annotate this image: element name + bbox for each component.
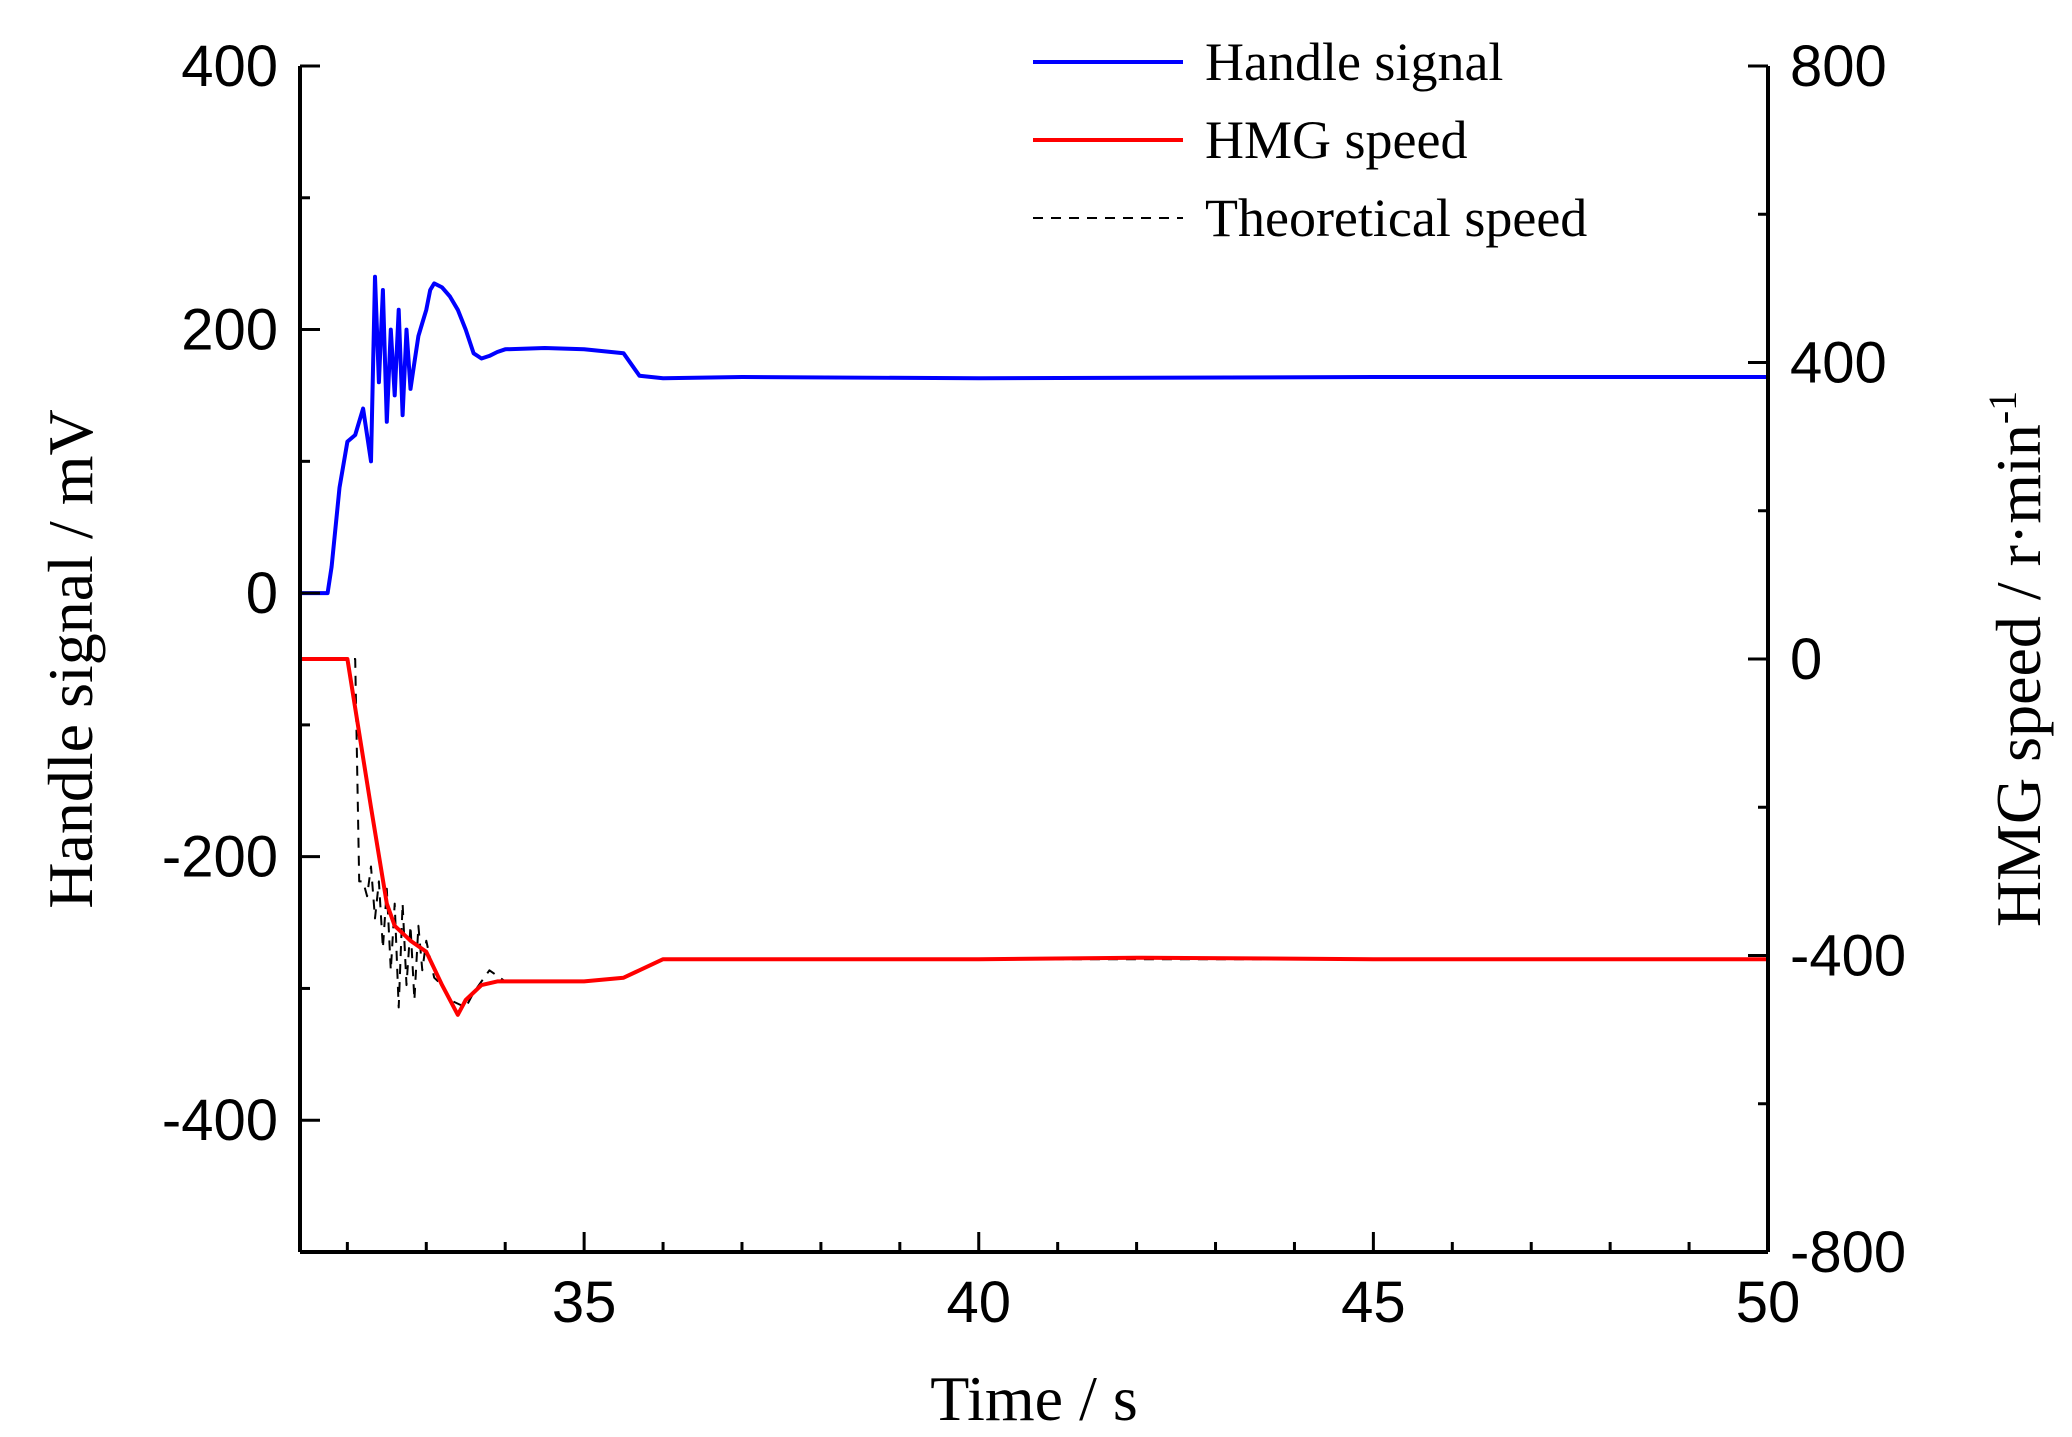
x-tick-label: 40 [946,1270,1011,1335]
x-tick-label: 45 [1341,1270,1406,1335]
left-axis-title: Handle signal / mV [35,409,106,908]
left-tick-label: 200 [181,298,278,363]
x-axis-title: Time / s [930,1363,1138,1434]
left-tick-label: 400 [181,34,278,99]
legend-label-hmg-speed: HMG speed [1205,110,1467,170]
right-axis-title: HMG speed / r·min-1 [1980,391,2054,927]
x-tick-label: 50 [1736,1270,1801,1335]
theoretical-speed-line [300,658,1768,1009]
plot-lines [300,274,1768,1017]
legend-label-theoretical-speed: Theoretical speed [1205,188,1587,248]
legend-label-handle-signal: Handle signal [1205,32,1503,92]
left-tick-label: -400 [162,1088,278,1153]
right-tick-label: -800 [1790,1220,1906,1285]
legend: Handle signal HMG speed Theoretical speed [1033,32,1587,248]
axes: 400 200 0 -200 -400 800 400 0 -400 -800 35 40 45 50 Ti… [35,34,2054,1434]
hmg-speed-line [300,657,1768,1017]
right-tick-label: 400 [1790,331,1887,396]
left-tick-label: 0 [246,561,278,626]
right-axis-title-superscript: -1 [1980,391,2025,424]
right-tick-label: 800 [1790,34,1887,99]
left-tick-label: -200 [162,825,278,890]
right-tick-label: -400 [1790,924,1906,989]
handle-signal-line [300,274,1768,596]
x-tick-label: 35 [552,1270,617,1335]
right-tick-label: 0 [1790,627,1822,692]
